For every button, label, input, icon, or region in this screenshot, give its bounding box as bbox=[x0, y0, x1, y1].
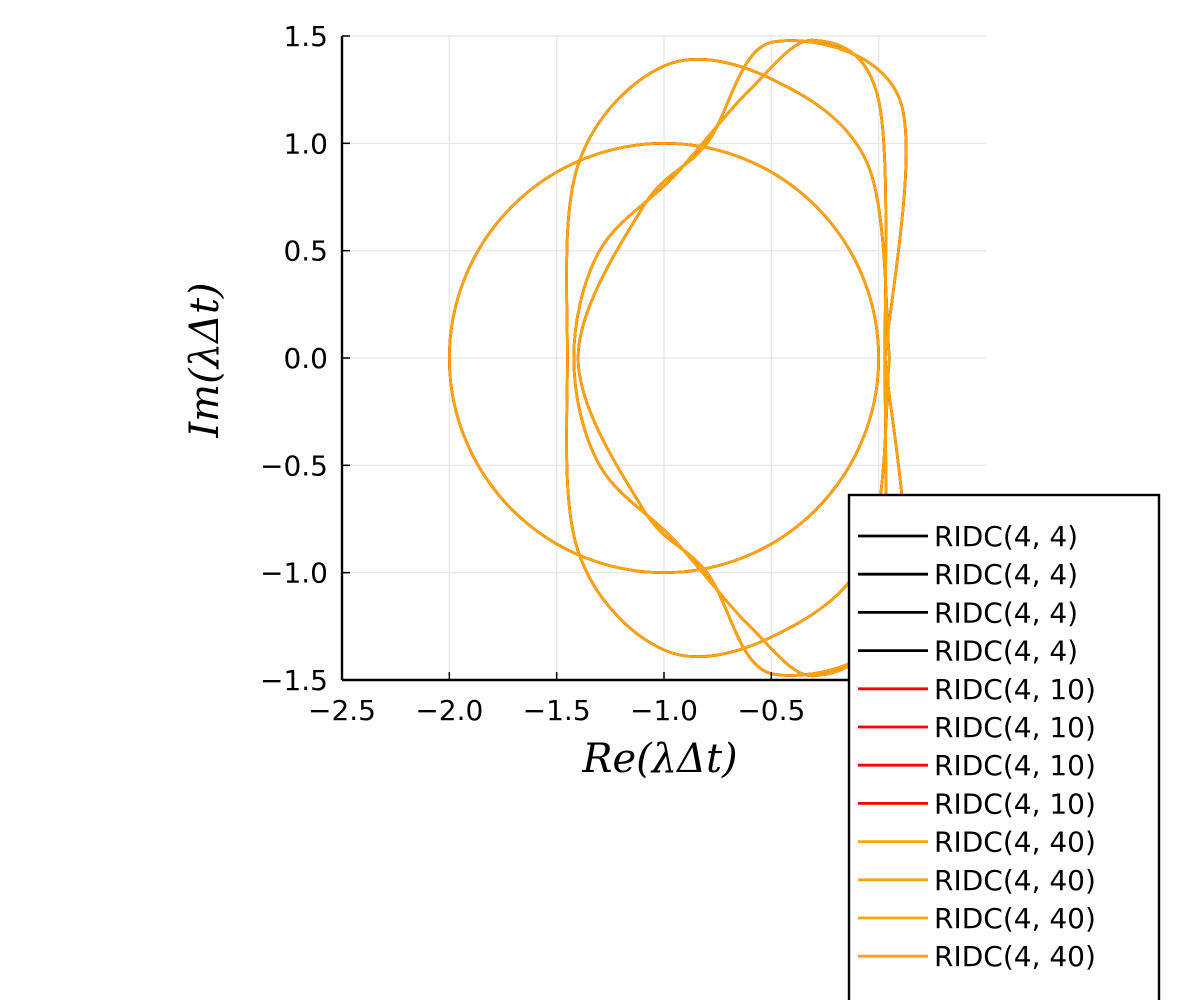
legend-label: RIDC(4, 4) bbox=[934, 558, 1078, 591]
x-tick-label: −1.0 bbox=[630, 694, 698, 727]
legend-label: RIDC(4, 40) bbox=[934, 902, 1096, 935]
x-tick-label: −0.5 bbox=[737, 694, 805, 727]
y-tick-label: 1.0 bbox=[283, 127, 328, 160]
y-tick-label: 1.5 bbox=[283, 20, 328, 53]
legend-label: RIDC(4, 4) bbox=[934, 520, 1078, 553]
legend-label: RIDC(4, 4) bbox=[934, 596, 1078, 629]
series-line-10 bbox=[565, 58, 891, 658]
y-axis-label: Im(λΔt) bbox=[182, 282, 228, 438]
legend-box bbox=[847, 493, 1161, 1000]
y-tick-label: 0.0 bbox=[283, 342, 328, 375]
legend-label: RIDC(4, 10) bbox=[934, 711, 1096, 744]
legend-label: RIDC(4, 10) bbox=[934, 749, 1096, 782]
y-tick-label: −0.5 bbox=[260, 449, 328, 482]
x-axis-label: Re(λΔt) bbox=[581, 736, 737, 782]
x-tick-label: −2.0 bbox=[415, 694, 483, 727]
legend-label: RIDC(4, 40) bbox=[934, 826, 1096, 859]
legend-label: RIDC(4, 10) bbox=[934, 787, 1096, 820]
x-tick-label: −1.5 bbox=[523, 694, 591, 727]
x-tick-label: −2.5 bbox=[308, 694, 376, 727]
y-tick-label: −1.5 bbox=[260, 664, 328, 697]
legend-label: RIDC(4, 40) bbox=[934, 940, 1096, 973]
series-line-11 bbox=[572, 38, 888, 678]
y-tick-label: 0.5 bbox=[283, 235, 328, 268]
y-tick-label: −1.0 bbox=[260, 557, 328, 590]
legend-label: RIDC(4, 4) bbox=[934, 635, 1078, 668]
series-line-9 bbox=[448, 142, 880, 574]
tick-labels: −2.5 −2.0 −1.5 −1.0 −0.5 −1.5 −1.0 −0.5 0.0 0.5 1.… bbox=[260, 20, 805, 727]
legend-label: RIDC(4, 10) bbox=[934, 673, 1096, 706]
legend-label: RIDC(4, 40) bbox=[934, 864, 1096, 897]
legend: RIDC(4, 4) RIDC(4, 4) RIDC(4, 4) RIDC(4, 4)… bbox=[847, 493, 1161, 1000]
